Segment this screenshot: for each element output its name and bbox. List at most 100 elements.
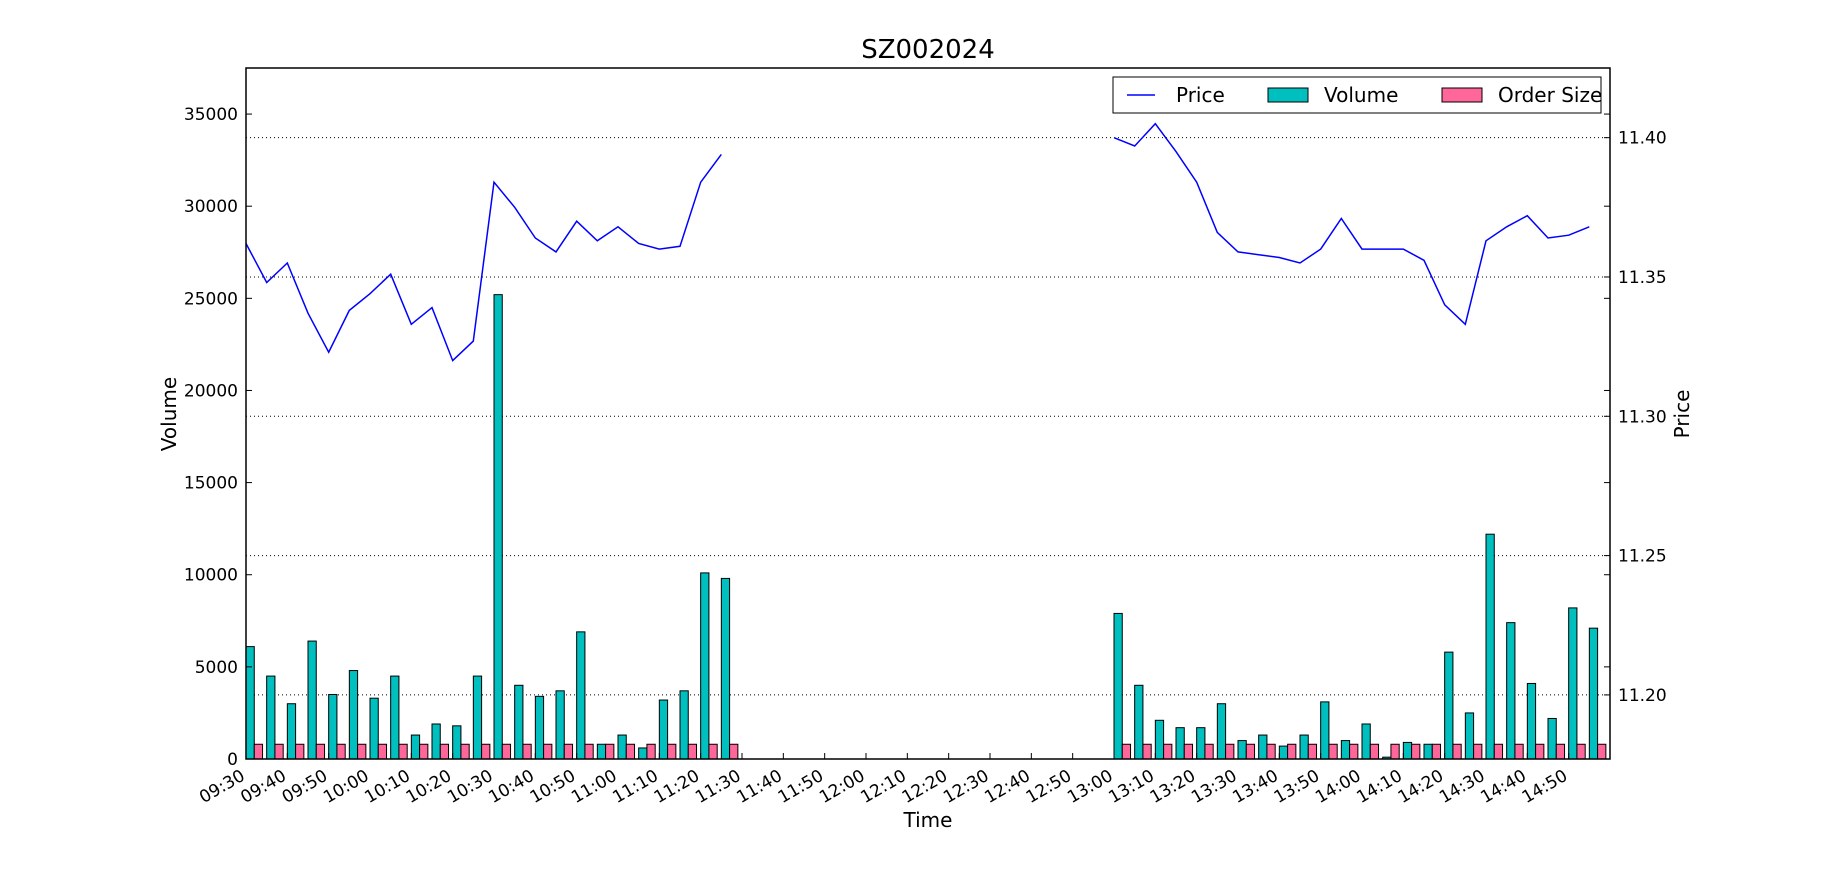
volume-bar <box>493 294 503 760</box>
x-axis-label: Time <box>903 808 953 832</box>
order-size-bar <box>1121 743 1132 760</box>
volume-bar <box>1526 682 1537 760</box>
legend-box <box>1112 76 1602 114</box>
time-tick-label: 13:30 <box>1188 766 1240 808</box>
volume-bar <box>1485 533 1495 760</box>
time-tick-label: 14:50 <box>1519 766 1571 808</box>
volume-bar <box>1464 712 1475 760</box>
order-size-bar <box>646 743 656 760</box>
price-tick-label: 11.35 <box>1618 268 1667 288</box>
price-tick-label: 11.25 <box>1618 547 1667 567</box>
volume-bar <box>245 646 255 760</box>
order-size-bar <box>625 743 636 760</box>
volume-bar <box>369 697 379 760</box>
volume-bar <box>576 631 586 760</box>
volume-bar <box>1237 740 1247 760</box>
volume-bar <box>452 725 462 760</box>
volume-tick-label: 25000 <box>184 289 238 309</box>
volume-tick-label: 0 <box>227 750 238 770</box>
order-size-bar <box>1473 743 1483 760</box>
order-size-bar <box>315 743 326 760</box>
order-size-bar <box>1576 743 1586 760</box>
time-tick-label: 13:00 <box>1064 766 1116 808</box>
time-tick-label: 12:20 <box>899 766 951 808</box>
price-tick-label: 11.40 <box>1618 129 1667 149</box>
volume-bar <box>1588 627 1599 760</box>
volume-bar <box>1402 741 1413 760</box>
time-tick-label: 13:20 <box>1147 766 1199 808</box>
time-tick-label: 12:40 <box>981 766 1033 808</box>
legend-order-size-label: Order Size <box>1498 83 1602 107</box>
volume-tick-label: 20000 <box>184 381 238 401</box>
volume-bar <box>410 734 421 760</box>
legend: Price Volume Order Size <box>1112 76 1602 114</box>
volume-bar <box>1299 734 1309 760</box>
time-tick-label: 13:50 <box>1271 766 1323 808</box>
y-axis-label-left: Volume <box>157 377 181 451</box>
time-tick-label: 13:40 <box>1229 766 1281 808</box>
order-size-bar <box>563 743 574 760</box>
time-tick-label: 10:50 <box>527 766 579 808</box>
price-tick-label: 11.30 <box>1618 407 1667 427</box>
legend-volume-swatch <box>1267 87 1309 103</box>
time-tick-label: 12:30 <box>940 766 992 808</box>
volume-bar <box>307 640 317 760</box>
time-tick-label: 10:00 <box>320 766 372 808</box>
legend-volume-label: Volume <box>1324 83 1398 107</box>
volume-bar <box>617 734 627 760</box>
order-size-bar <box>439 743 450 760</box>
order-size-bar <box>377 743 388 760</box>
volume-bar <box>1134 684 1144 760</box>
volume-axis: 0 5000 10000 15000 20000 25000 30000 35000 <box>184 105 1610 770</box>
volume-bar <box>720 577 731 760</box>
time-axis: 09:3009:4009:5010:0010:1010:2010:3010:40… <box>196 753 1571 808</box>
order-size-bar <box>1307 743 1318 760</box>
volume-bar <box>1547 717 1557 760</box>
time-tick-label: 14:30 <box>1436 766 1488 808</box>
time-tick-label: 11:00 <box>568 766 620 808</box>
time-tick-label: 11:50 <box>775 766 827 808</box>
time-tick-label: 10:40 <box>485 766 537 808</box>
order-size-bar <box>1431 743 1442 760</box>
time-tick-label: 14:40 <box>1477 766 1529 808</box>
time-tick-label: 10:10 <box>361 766 413 808</box>
order-size-bar <box>481 743 491 760</box>
volume-bar <box>1444 651 1454 760</box>
order-size-bar <box>1245 743 1256 760</box>
order-size-bar <box>1163 743 1173 760</box>
price-line-layer <box>245 122 1590 362</box>
volume-bar <box>1258 734 1268 760</box>
volume-bar <box>534 695 545 760</box>
order-size-bar <box>1411 743 1421 760</box>
volume-bar <box>700 572 710 760</box>
order-size-bar <box>460 743 470 760</box>
time-tick-label: 11:10 <box>609 766 661 808</box>
volume-bar <box>514 684 524 760</box>
bar-layer <box>245 294 1607 760</box>
order-size-bar <box>1142 743 1152 760</box>
order-size-bar <box>336 743 346 760</box>
volume-bar <box>266 675 276 760</box>
order-size-bar <box>1369 743 1380 760</box>
price-line <box>245 153 722 362</box>
volume-bar <box>555 690 565 760</box>
order-size-bar <box>687 743 698 760</box>
volume-bar <box>1506 622 1516 760</box>
order-size-bar <box>253 743 264 760</box>
volume-tick-label: 10000 <box>184 566 238 586</box>
order-size-bar <box>1287 743 1297 760</box>
chart-title: SZ002024 <box>861 35 995 65</box>
price-line <box>1113 122 1590 326</box>
order-size-bar <box>1493 743 1504 760</box>
volume-bar <box>658 699 669 760</box>
y-axis-label-right: Price <box>1670 390 1694 439</box>
volume-tick-label: 5000 <box>195 658 238 678</box>
order-size-bar <box>1204 743 1214 760</box>
time-tick-label: 14:20 <box>1395 766 1447 808</box>
time-tick-label: 09:50 <box>279 766 331 808</box>
volume-bar <box>1196 727 1206 760</box>
order-size-bar <box>398 743 408 760</box>
legend-price-label: Price <box>1176 83 1225 107</box>
order-size-bar <box>1535 743 1545 760</box>
volume-bar <box>1154 719 1165 760</box>
